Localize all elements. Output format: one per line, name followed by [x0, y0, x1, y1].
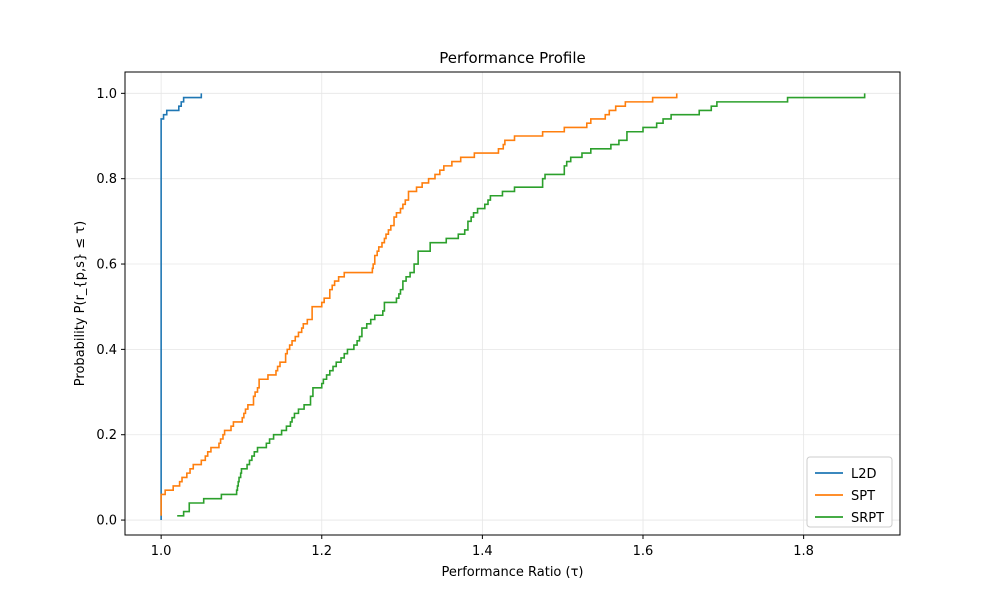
x-tick-label: 1.8	[793, 544, 814, 559]
x-tick-label: 1.4	[472, 544, 493, 559]
legend-label-spt: SPT	[851, 489, 875, 504]
x-axis: 1.0 1.2 1.4 1.6 1.8	[151, 535, 814, 559]
y-axis-title: Probability P(r_{p,s} ≤ τ)	[73, 221, 88, 386]
x-axis-title: Performance Ratio (τ)	[442, 565, 584, 580]
legend-box	[806, 456, 893, 528]
legend: L2D SPT SRPT	[806, 456, 893, 528]
x-tick-label: 1.0	[151, 544, 172, 559]
grid-lines	[125, 72, 900, 535]
x-tick-label: 1.2	[311, 544, 332, 559]
legend-label-srpt: SRPT	[851, 511, 884, 526]
y-tick-label: 0.2	[96, 428, 117, 443]
y-tick-label: 1.0	[96, 87, 117, 102]
y-tick-label: 0.0	[96, 514, 117, 529]
legend-label-l2d: L2D	[851, 467, 877, 482]
series-line-spt	[160, 93, 678, 516]
y-axis: 0.0 0.2 0.4 0.6 0.8 1.0	[96, 87, 125, 529]
x-tick-label: 1.6	[633, 544, 654, 559]
plot-frame	[124, 71, 901, 536]
y-tick-label: 0.4	[96, 343, 117, 358]
series-line-srpt	[177, 93, 866, 517]
series-line-l2d	[160, 93, 203, 521]
chart-title: Performance Profile	[439, 49, 585, 67]
y-tick-label: 0.6	[96, 258, 117, 273]
y-tick-label: 0.8	[96, 172, 117, 187]
series-lines	[160, 93, 866, 521]
